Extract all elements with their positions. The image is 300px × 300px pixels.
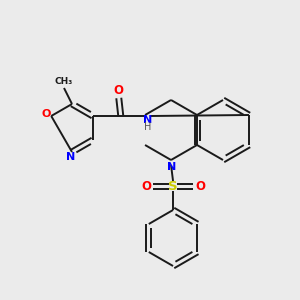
Text: O: O — [141, 179, 151, 193]
Text: H: H — [144, 122, 152, 132]
Text: O: O — [114, 85, 124, 98]
Text: N: N — [66, 152, 76, 162]
Text: O: O — [41, 109, 51, 119]
Text: N: N — [143, 115, 152, 125]
Text: O: O — [195, 179, 205, 193]
Text: S: S — [168, 179, 178, 193]
Text: N: N — [167, 162, 177, 172]
Text: CH₃: CH₃ — [55, 76, 73, 85]
